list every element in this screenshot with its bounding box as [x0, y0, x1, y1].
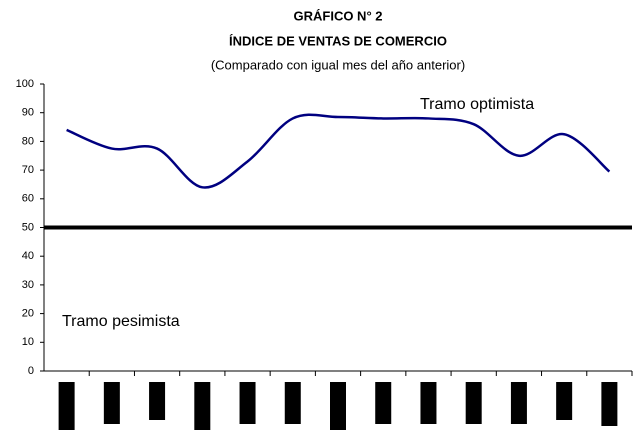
chart-subtitle: ÍNDICE DE VENTAS DE COMERCIO	[229, 33, 447, 48]
y-tick-label: 20	[22, 308, 34, 320]
y-tick-label: 60	[22, 193, 34, 205]
redacted-label	[239, 382, 256, 424]
y-tick-label: 70	[22, 164, 34, 176]
redacted-label	[465, 382, 482, 424]
redacted-label	[284, 382, 301, 424]
redacted-label	[330, 382, 346, 430]
redacted-label	[556, 382, 573, 420]
y-tick-label: 0	[28, 365, 34, 377]
redacted-label	[420, 382, 437, 424]
redacted-label	[194, 382, 211, 430]
y-tick-label: 50	[22, 221, 34, 233]
y-tick-label: 30	[22, 279, 34, 291]
annotation: Tramo optimista	[420, 96, 534, 113]
annotation: Tramo pesimista	[62, 313, 180, 330]
redacted-label	[375, 382, 392, 424]
y-tick-label: 100	[16, 78, 34, 90]
redacted-label	[510, 382, 527, 424]
chart-title: GRÁFICO N° 2	[294, 8, 383, 23]
y-tick-label: 40	[22, 250, 34, 262]
redacted-label	[149, 382, 166, 420]
redacted-label	[601, 382, 618, 426]
y-tick-label: 80	[22, 135, 34, 147]
y-tick-label: 10	[22, 336, 34, 348]
y-tick-label: 90	[22, 107, 34, 119]
redacted-label	[58, 382, 75, 430]
data-line	[66, 113, 611, 189]
redacted-label	[103, 382, 120, 424]
chart-note: (Comparado con igual mes del año anterio…	[211, 57, 465, 72]
